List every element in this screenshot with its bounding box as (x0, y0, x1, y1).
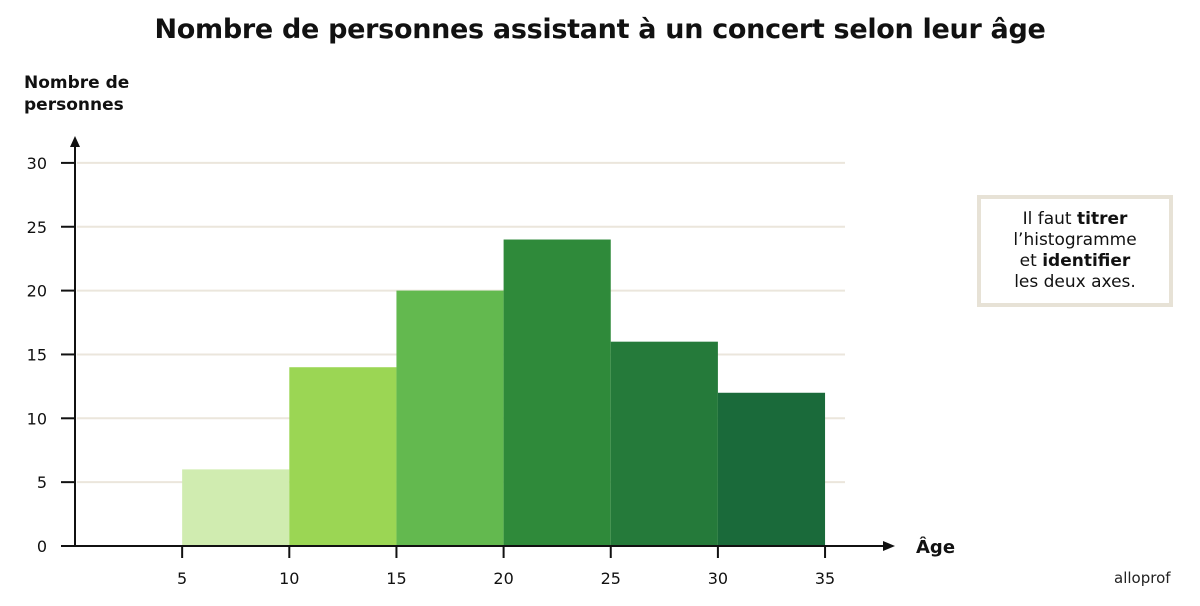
chart-title: Nombre de personnes assistant à un conce… (154, 14, 1046, 45)
note-text: Il faut (1022, 209, 1077, 229)
histogram-bar (610, 341, 718, 546)
note-bold-titrer: titrer (1076, 209, 1128, 229)
x-axis-label: Âge (916, 537, 956, 558)
instruction-note: Il faut titrer l’histogramme et identifi… (977, 195, 1173, 307)
note-text: et (1019, 251, 1043, 271)
x-tick-label: 5 (177, 569, 187, 588)
histogram-bar (289, 367, 397, 546)
y-tick-label: 20 (27, 282, 47, 301)
alloprof-logo: alloprof (1114, 569, 1171, 587)
y-tick-label: 25 (27, 218, 47, 237)
y-tick-label: 10 (27, 409, 47, 428)
y-axis-label-line2: personnes (24, 95, 124, 115)
y-tick-label: 15 (27, 345, 47, 364)
x-tick-label: 20 (493, 569, 513, 588)
note-text: les deux axes. (1014, 272, 1136, 292)
y-tick-label: 30 (27, 154, 47, 173)
histogram-bar (503, 239, 611, 546)
y-tick-label: 0 (37, 537, 47, 556)
x-tick-label: 10 (279, 569, 299, 588)
note-text: l’histogramme (1013, 230, 1137, 250)
y-axis-arrow-icon (70, 136, 80, 147)
histogram-bar (717, 392, 826, 546)
x-tick-label: 15 (386, 569, 406, 588)
x-axis-arrow-icon (883, 541, 895, 551)
y-axis-label: Nombre de personnes (24, 72, 129, 116)
x-tick-label: 25 (601, 569, 621, 588)
y-axis-label-line1: Nombre de (24, 73, 130, 93)
histogram-bar (182, 469, 290, 546)
x-tick-label: 30 (708, 569, 728, 588)
y-tick-label: 5 (37, 473, 47, 492)
note-bold-identifier: identifier (1042, 251, 1131, 271)
x-tick-label: 35 (815, 569, 835, 588)
histogram-bar (396, 290, 504, 546)
